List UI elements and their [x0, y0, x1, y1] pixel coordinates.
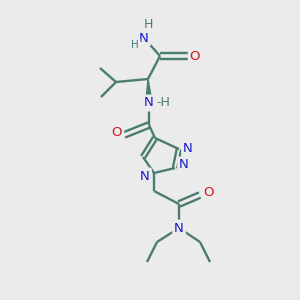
Text: -H: -H [156, 97, 170, 110]
Text: O: O [190, 50, 200, 62]
Text: N: N [183, 142, 193, 155]
Text: N: N [140, 169, 150, 182]
Text: H: H [131, 40, 139, 50]
Text: N: N [144, 97, 154, 110]
Text: N: N [174, 221, 184, 235]
Text: H: H [143, 17, 153, 31]
Text: O: O [112, 127, 122, 140]
Text: N: N [139, 32, 149, 44]
Text: N: N [179, 158, 189, 172]
Text: O: O [203, 185, 213, 199]
Polygon shape [146, 79, 152, 103]
